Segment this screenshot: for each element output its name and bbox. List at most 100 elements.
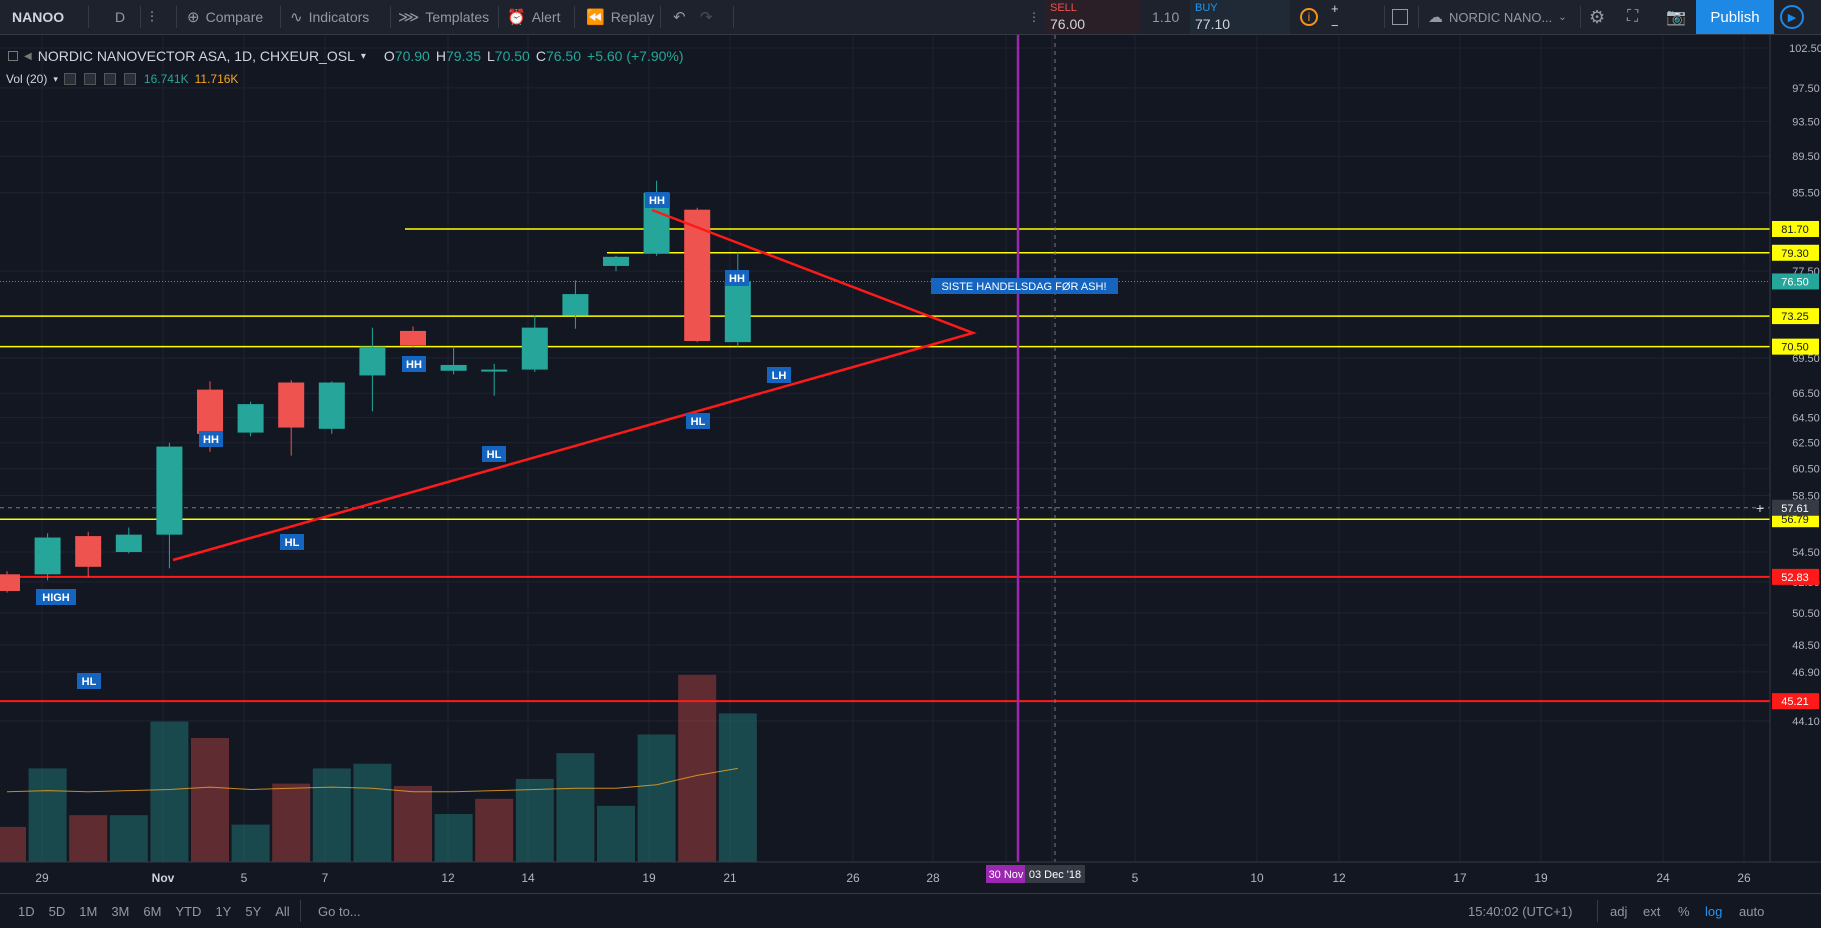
price-tick-label: 89.50 xyxy=(1792,151,1820,163)
candle-body xyxy=(75,536,102,567)
level-price-tag xyxy=(1772,220,1819,237)
price-tick-label: 102.50 xyxy=(1789,43,1821,55)
annotation-label: HH xyxy=(203,434,219,446)
crosshair-date-label: 03 Dec '18 xyxy=(1029,869,1081,881)
volume-bar xyxy=(312,768,351,862)
settings-button[interactable]: ⚙ xyxy=(1589,0,1605,34)
play-button[interactable]: ▶ xyxy=(1780,5,1804,29)
volume-bar xyxy=(718,713,757,862)
more-icon[interactable] xyxy=(123,73,136,85)
eye-icon[interactable] xyxy=(63,73,76,85)
play-icon: ▶ xyxy=(1787,11,1797,24)
trading-panel-handle[interactable]: ⋮ xyxy=(1028,0,1040,34)
price-tick-label: 62.50 xyxy=(1792,438,1820,450)
time-tick-label: 19 xyxy=(1534,871,1548,885)
candle-body xyxy=(237,404,264,433)
info-button[interactable]: i xyxy=(1298,0,1320,34)
templates-button[interactable]: ⋙ Templates xyxy=(398,0,489,34)
annotation-label: HH xyxy=(649,195,665,207)
replay-button[interactable]: ⏪ Replay xyxy=(586,0,654,34)
series-title[interactable]: NORDIC NANOVECTOR ASA, 1D, CHXEUR_OSL xyxy=(37,48,355,64)
gear-icon: ⚙ xyxy=(1589,6,1606,27)
chevron-down-icon[interactable]: ▾ xyxy=(360,50,366,62)
layout-name-menu[interactable]: ☁ NORDIC NANO... ⌄ xyxy=(1428,0,1567,34)
sell-button[interactable]: SELL 76.00 xyxy=(1045,0,1140,34)
candle-body xyxy=(278,382,305,428)
range-button-1y[interactable]: 1Y xyxy=(215,903,232,919)
range-button-6m[interactable]: 6M xyxy=(143,903,162,919)
fullscreen-icon: ⛶ xyxy=(1627,8,1639,25)
volume-ma-value: 11.716K xyxy=(194,72,239,86)
annotation-label: HH xyxy=(729,273,745,285)
candle-body xyxy=(156,446,183,535)
range-button-ytd[interactable]: YTD xyxy=(175,903,202,919)
compare-button[interactable]: ⊕ Compare xyxy=(187,0,263,34)
rewind-icon: ⏪ xyxy=(586,9,605,26)
buy-button[interactable]: BUY 77.10 xyxy=(1190,0,1290,34)
adj-toggle[interactable]: adj xyxy=(1610,903,1628,919)
main-legend: ◀ NORDIC NANOVECTOR ASA, 1D, CHXEUR_OSL … xyxy=(8,48,684,64)
layout-toggle-button[interactable] xyxy=(1392,0,1408,34)
undo-button[interactable]: ↶ xyxy=(673,0,686,34)
range-button-1m[interactable]: 1M xyxy=(79,903,98,919)
alert-button[interactable]: ⏰ Alert xyxy=(507,0,560,34)
low-value: 70.50 xyxy=(494,48,530,64)
range-button-5d[interactable]: 5D xyxy=(48,903,66,919)
goto-button[interactable]: Go to... xyxy=(318,903,361,919)
time-tick-label: 26 xyxy=(1737,871,1751,885)
time-tick-label: 17 xyxy=(1453,871,1467,885)
range-button-3m[interactable]: 3M xyxy=(111,903,130,919)
candle-body xyxy=(0,574,20,592)
redo-icon: ↷ xyxy=(700,9,713,26)
spread-value: 1.10 xyxy=(1152,9,1180,25)
annotation-label-bg xyxy=(77,673,101,689)
auto-toggle[interactable]: auto xyxy=(1739,903,1765,919)
interval-button[interactable]: D xyxy=(115,0,125,34)
range-button-all[interactable]: All xyxy=(275,903,290,919)
divider xyxy=(300,900,301,922)
drag-handle-icon: ⋮ xyxy=(1028,10,1040,24)
fullscreen-button[interactable]: ⛶ xyxy=(1627,0,1638,34)
settings-icon[interactable] xyxy=(83,73,96,85)
clock[interactable]: 15:40:02 (UTC+1) xyxy=(1468,903,1573,919)
range-button-5y[interactable]: 5Y xyxy=(245,903,262,919)
snapshot-button[interactable]: 📷 xyxy=(1666,0,1686,34)
symbol-search[interactable]: NANOO xyxy=(12,0,64,34)
chart-style-button[interactable]: ⫶ xyxy=(150,0,154,34)
collapse-icon[interactable] xyxy=(8,51,18,61)
quantity-minus-button[interactable]: − xyxy=(1331,18,1339,33)
current-price-tag xyxy=(1772,273,1819,290)
volume-bar xyxy=(272,783,311,862)
quantity-plus-button[interactable]: + xyxy=(1331,1,1339,16)
change-value: +5.60 (+7.90%) xyxy=(587,48,684,64)
publish-button[interactable]: Publish xyxy=(1696,0,1774,34)
compare-label: Compare xyxy=(205,9,264,25)
volume-bar xyxy=(434,814,473,862)
alarm-clock-icon: ⏰ xyxy=(507,9,526,26)
divider xyxy=(1580,6,1581,28)
remove-icon[interactable] xyxy=(103,73,116,85)
price-tick-label: 44.10 xyxy=(1792,716,1820,728)
level-price-label: 81.70 xyxy=(1781,224,1809,236)
divider xyxy=(140,6,141,28)
level-price-label: 52.83 xyxy=(1781,572,1809,584)
bottom-toolbar: 1D 5D 1M 3M 6M YTD 1Y 5Y All Go to... 15:40:02 (… xyxy=(0,893,1821,928)
sell-label: SELL xyxy=(1050,2,1077,14)
volume-title[interactable]: Vol (20) xyxy=(6,72,48,86)
divider xyxy=(176,6,177,28)
volume-bar xyxy=(394,785,432,862)
buy-label: BUY xyxy=(1195,2,1218,14)
ext-toggle[interactable]: ext xyxy=(1643,903,1661,919)
crosshair-price-label: 57.61 xyxy=(1781,503,1809,515)
annotation-label: HL xyxy=(487,449,502,461)
log-toggle[interactable]: log xyxy=(1705,903,1723,919)
indicators-button[interactable]: ∿ Indicators xyxy=(290,0,369,34)
candle-body xyxy=(684,209,711,341)
price-tick-label: 69.50 xyxy=(1792,353,1820,365)
percent-toggle[interactable]: % xyxy=(1678,903,1690,919)
range-button-1d[interactable]: 1D xyxy=(18,903,35,919)
redo-button[interactable]: ↷ xyxy=(700,0,713,34)
chevron-down-icon[interactable]: ▾ xyxy=(53,73,58,84)
